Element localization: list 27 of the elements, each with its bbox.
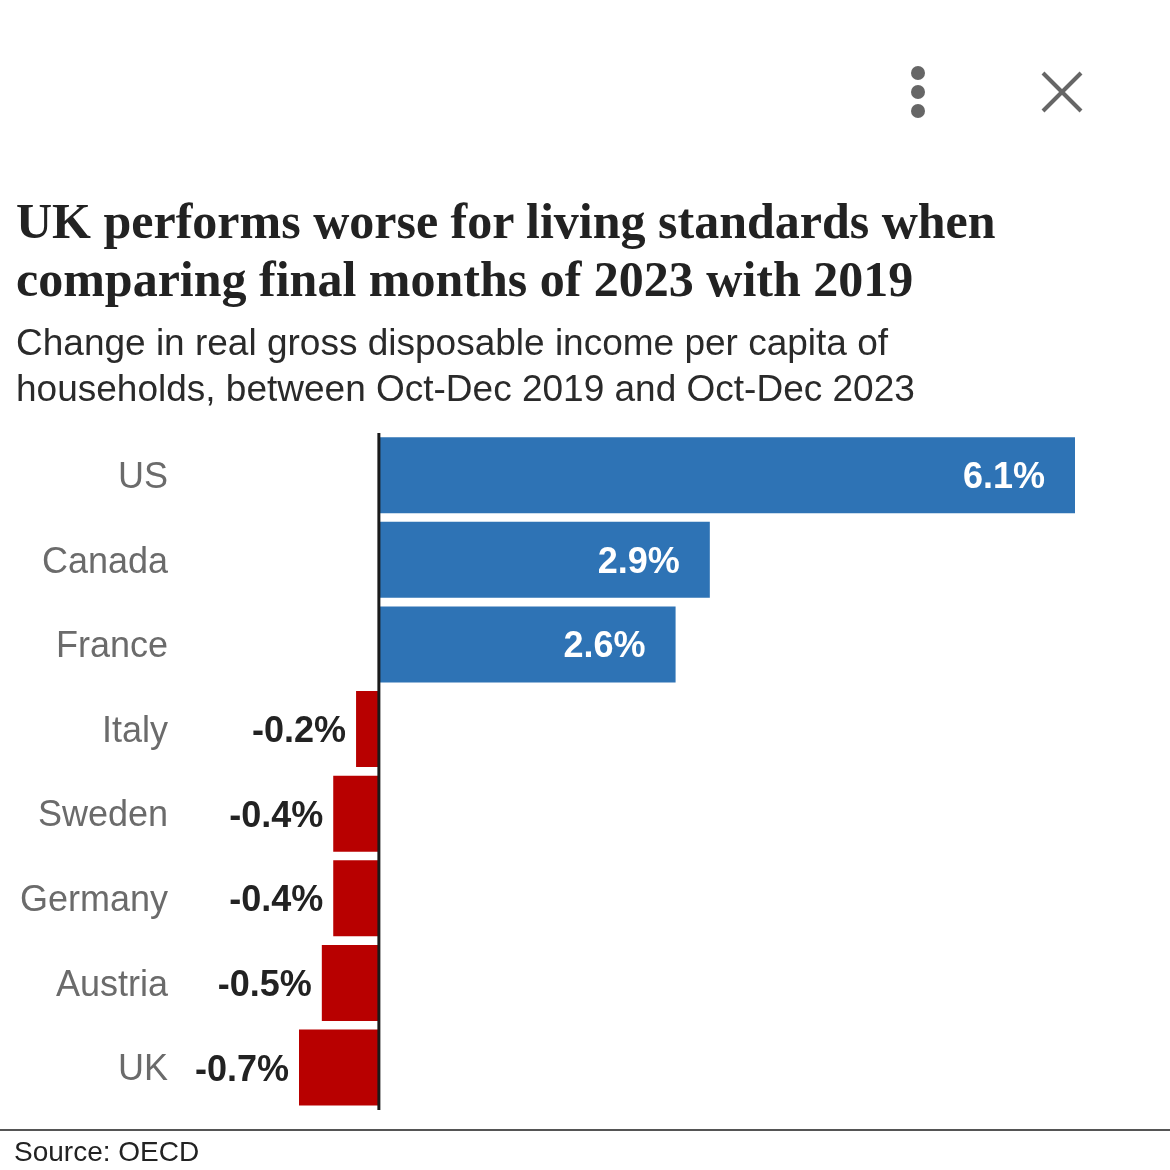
bar [378, 606, 676, 683]
y-tick-label: Austria [55, 962, 169, 1004]
data-label: 6.1% [962, 455, 1045, 497]
data-label: 2.6% [563, 624, 646, 666]
y-tick-label: France [55, 624, 168, 666]
chart-title: UK performs worse for living standards when comparing final months of 2023 with 2019 [16, 192, 997, 308]
bar [333, 775, 379, 852]
data-label: -0.7% [194, 1047, 289, 1089]
bar [378, 521, 710, 598]
bar [378, 437, 1075, 514]
y-tick-label: UK [117, 1047, 168, 1089]
y-tick-label: US [117, 454, 168, 496]
y-tick-label: Sweden [37, 793, 168, 835]
y-tick-label: Germany [19, 878, 168, 920]
data-label: 2.9% [597, 539, 680, 581]
bar [321, 944, 379, 1021]
bar [299, 1029, 379, 1106]
data-label: -0.5% [217, 962, 312, 1004]
data-label: -0.2% [252, 709, 347, 751]
y-tick-label: Canada [41, 539, 169, 581]
data-label: -0.4% [229, 793, 324, 835]
data-label: -0.4% [229, 878, 324, 920]
bar [333, 860, 379, 937]
bar [356, 691, 379, 768]
y-tick-label: Italy [101, 708, 168, 750]
chart-subtitle: Change in real gross disposable income per capita of households, between Oct-Dec 2019 and Oct-Dec 2023 [16, 321, 916, 411]
source-note: Source: OECD [14, 1136, 200, 1168]
